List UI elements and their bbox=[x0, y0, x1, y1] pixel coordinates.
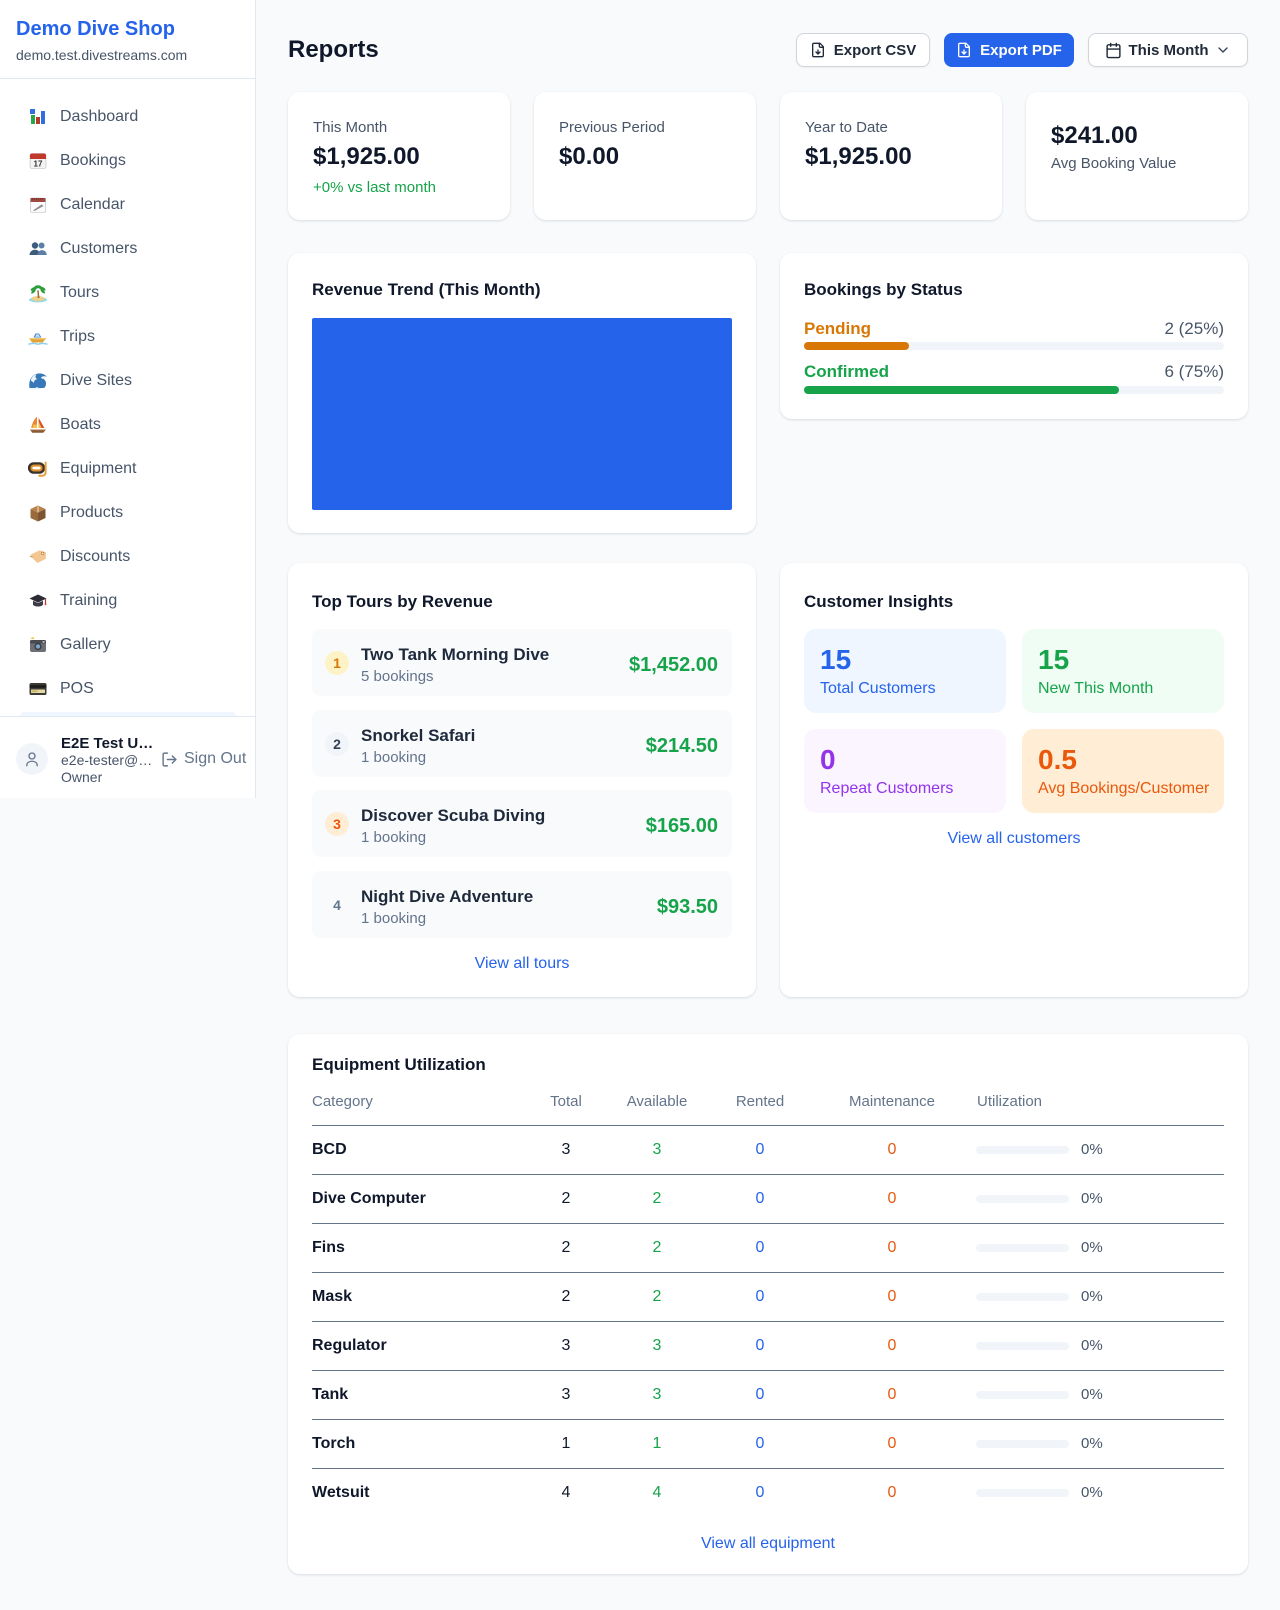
svg-text:17: 17 bbox=[34, 160, 43, 169]
